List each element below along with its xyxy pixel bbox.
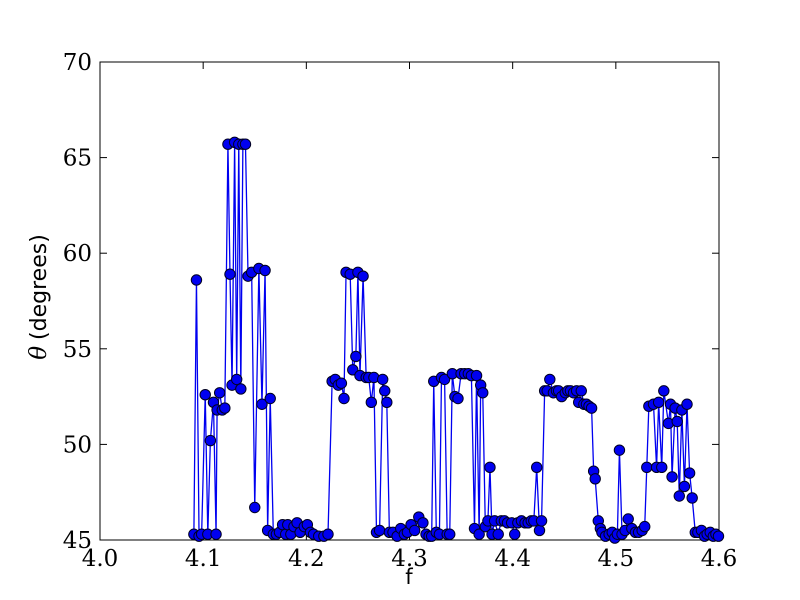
data-point-marker [444,528,456,540]
data-point-marker [408,524,421,537]
data-point-marker [622,513,634,525]
y-tick-label: 50 [63,432,92,458]
y-tick-label: 55 [63,337,92,363]
data-point-marker [417,517,429,529]
x-axis-label: f [405,565,413,589]
y-tick-label: 60 [63,241,92,267]
data-point-marker [231,373,243,386]
data-point-marker [335,377,348,389]
data-point-marker [239,138,252,150]
data-point-marker [381,396,393,409]
y-tick-label: 70 [63,50,92,76]
y-axis-label-text: (degrees) [27,234,52,340]
data-point-marker [438,373,451,386]
data-point-marker [365,396,378,409]
data-point-marker [213,387,226,399]
data-point-marker [484,461,496,474]
data-point-marker [338,392,350,405]
y-tick-label: 45 [63,528,92,554]
data-point-marker [686,492,698,504]
data-point-marker [652,396,665,409]
data-point-marker [470,369,483,382]
x-tick-label: 4.4 [494,546,531,572]
data-point-marker [683,467,696,479]
data-point-marker [671,415,683,428]
data-point-marker [259,264,271,277]
data-point-marker [535,515,548,527]
data-point-marker [575,385,587,397]
axes-frame [99,61,720,541]
data-point-marker [531,461,543,474]
data-point-marker [666,471,678,483]
data-point-marker [235,383,247,395]
data-point-marker [492,528,504,540]
x-tick-label: 4.1 [185,546,222,572]
data-point-marker [322,528,334,540]
data-point-marker [509,528,521,540]
data-point-marker [350,350,362,363]
data-point-marker [544,373,556,386]
data-point-marker [589,473,601,485]
data-point-marker [373,524,386,537]
data-point-marker [585,402,598,414]
data-point-marker [673,490,685,502]
y-axis-label: θ (degrees) [26,234,52,360]
x-tick-label: 4.2 [288,546,325,572]
data-point-marker [264,392,276,405]
data-point-marker [249,501,261,514]
data-point-marker [376,373,389,386]
x-tick-label: 4.3 [391,546,428,572]
data-point-marker [678,480,691,493]
x-tick-label: 4.6 [701,546,738,572]
theta-symbol: θ [26,346,52,360]
data-point-marker [712,530,725,542]
x-tick-label: 4.0 [82,546,119,572]
data-point-marker [656,461,668,474]
y-tick-label: 65 [63,146,92,172]
data-point-marker [219,402,231,414]
data-point-marker [210,528,222,540]
data-point-marker [452,392,464,405]
data-point-marker [224,268,236,280]
data-point-marker [473,528,485,540]
data-point-marker [641,461,653,474]
x-tick-label: 4.5 [598,546,635,572]
data-point-marker [190,274,203,286]
data-point-marker [199,388,211,401]
data-point-marker [204,434,217,447]
data-point-marker [256,398,268,410]
data-point-marker [639,520,651,533]
data-point-marker [379,385,391,397]
data-point-marker [533,524,546,537]
data-point-marker [681,398,693,410]
data-point-marker [357,270,369,282]
plot-area: 4.0 4.1 4.2 4.3 4.4 4.5 4.6 45 50 55 60 65 70 [63,50,738,572]
data-point-marker [658,385,670,397]
data-point-marker [613,444,626,456]
data-point-marker [477,387,489,399]
